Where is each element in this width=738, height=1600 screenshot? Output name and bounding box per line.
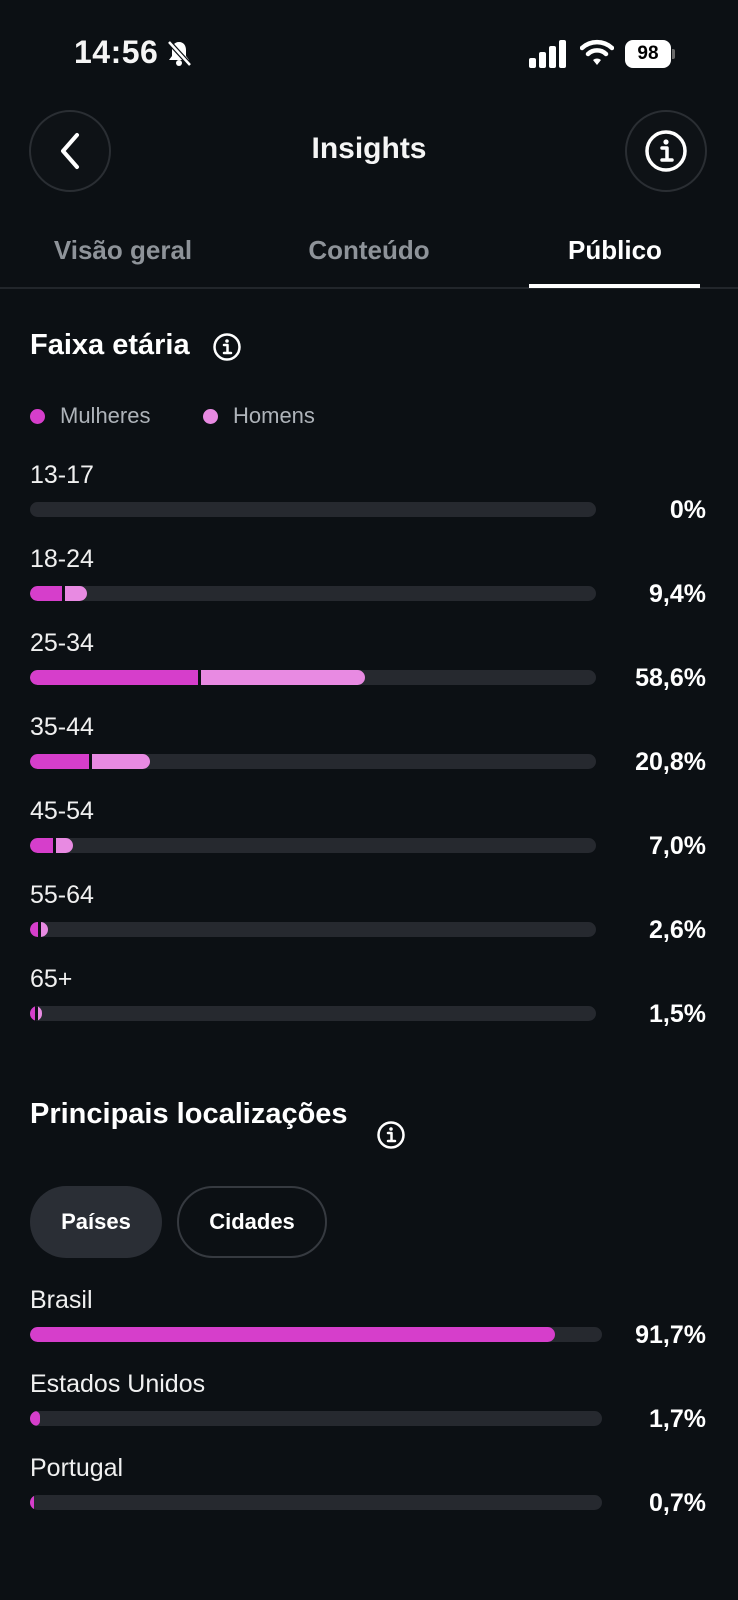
status-bar: 14:56 98 (0, 0, 738, 100)
age-row-label: 35-44 (30, 713, 94, 741)
silent-bell-icon (167, 40, 192, 67)
age-row-label: 65+ (30, 965, 73, 993)
location-row-label: Estados Unidos (30, 1370, 206, 1398)
age-bar-track (30, 586, 596, 601)
location-bar-track (30, 1411, 602, 1426)
women-bar-segment (30, 586, 62, 601)
location-row-value: 1,7% (649, 1405, 706, 1433)
page-title: Insights (311, 132, 427, 165)
cellular-signal-icon (529, 40, 566, 68)
age-row-value: 7,0% (649, 832, 706, 860)
back-button[interactable] (29, 110, 111, 192)
location-row-value: 0,7% (649, 1489, 706, 1517)
wifi-icon (580, 39, 614, 65)
age-row: 13-17 0% (0, 461, 738, 545)
age-row-label: 45-54 (30, 797, 94, 825)
age-row: 35-44 20,8% (0, 713, 738, 797)
age-row-value: 1,5% (649, 1000, 706, 1028)
age-bar-track (30, 670, 596, 685)
status-time: 14:56 (74, 34, 159, 70)
age-row-value: 20,8% (635, 748, 706, 776)
tab-bar: Visão geral Conteúdo Público (0, 225, 738, 289)
filter-cities-chip[interactable]: Cidades (177, 1186, 327, 1258)
location-bar-fill (30, 1495, 34, 1510)
location-bar-track (30, 1495, 602, 1510)
age-row-label: 55-64 (30, 881, 94, 909)
women-bar-segment (30, 922, 38, 937)
top-locations-title: Principais localizações (30, 1098, 348, 1130)
chevron-left-icon (61, 133, 79, 169)
age-bar-track (30, 838, 596, 853)
age-info-icon[interactable] (212, 332, 242, 362)
age-row: 25-34 58,6% (0, 629, 738, 713)
age-row-label: 25-34 (30, 629, 94, 657)
info-button[interactable] (625, 110, 707, 192)
battery-icon: 98 (625, 40, 675, 68)
men-bar-segment (38, 922, 48, 937)
battery-level: 98 (637, 43, 659, 64)
men-bar-segment (35, 1006, 42, 1021)
men-bar-segment (62, 586, 87, 601)
tab-overview[interactable]: Visão geral (53, 235, 193, 265)
location-row-value: 91,7% (635, 1321, 706, 1349)
women-bar-segment (30, 1006, 35, 1021)
location-row: Portugal 0,7% (0, 1454, 738, 1538)
filter-countries-chip[interactable]: Países (30, 1186, 162, 1258)
age-bar-track (30, 754, 596, 769)
age-row-value: 2,6% (649, 916, 706, 944)
age-row-label: 18-24 (30, 545, 94, 573)
women-bar-segment (30, 838, 53, 853)
age-row-label: 13-17 (30, 461, 94, 489)
age-range-title: Faixa etária (30, 329, 190, 361)
men-bar-segment (53, 838, 73, 853)
tab-audience[interactable]: Público (568, 235, 662, 265)
location-row-label: Brasil (30, 1286, 93, 1314)
age-row-value: 0% (669, 496, 706, 524)
locations-info-icon[interactable] (376, 1120, 406, 1150)
tab-content[interactable]: Conteúdo (308, 235, 430, 265)
location-row: Estados Unidos 1,7% (0, 1370, 738, 1454)
active-tab-indicator (529, 284, 700, 288)
men-bar-segment (198, 670, 365, 685)
age-bar-track (30, 502, 596, 517)
age-row: 55-64 2,6% (0, 881, 738, 965)
location-bar-fill (30, 1327, 555, 1342)
age-bar-track (30, 1006, 596, 1021)
age-row-value: 58,6% (635, 664, 706, 692)
women-bar-segment (30, 754, 89, 769)
age-row: 65+ 1,5% (0, 965, 738, 1049)
age-row-value: 9,4% (649, 580, 706, 608)
location-row: Brasil 91,7% (0, 1286, 738, 1370)
age-row: 45-54 7,0% (0, 797, 738, 881)
men-bar-segment (89, 754, 150, 769)
age-row: 18-24 9,4% (0, 545, 738, 629)
location-row-label: Portugal (30, 1454, 124, 1482)
age-bar-track (30, 922, 596, 937)
women-bar-segment (30, 670, 198, 685)
location-bar-track (30, 1327, 602, 1342)
info-icon (645, 130, 687, 172)
location-bar-fill (30, 1411, 40, 1426)
